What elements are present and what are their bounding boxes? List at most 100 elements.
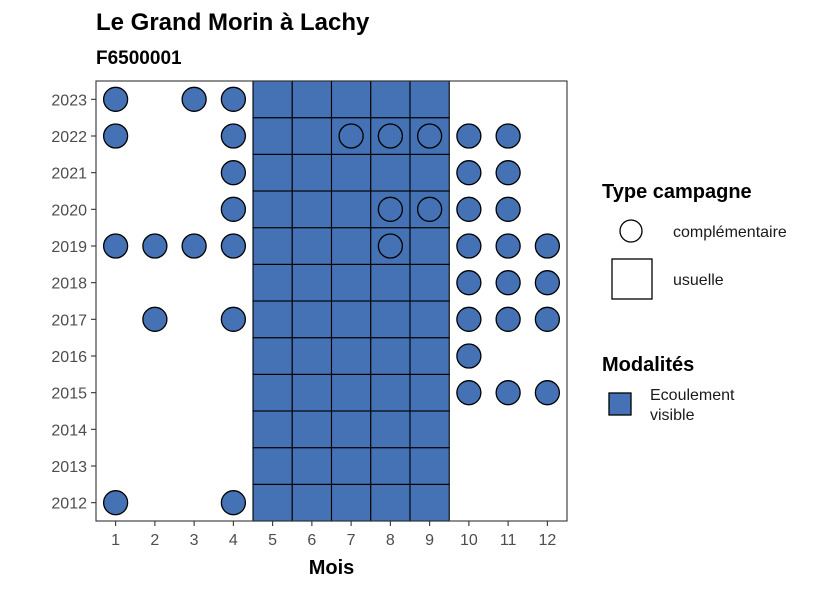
x-tick-label-5: 5 bbox=[268, 532, 277, 549]
legend-modalite-label-line2: visible bbox=[650, 407, 695, 424]
complementaire-point-2022-1 bbox=[102, 123, 129, 149]
usuelle-tile-2013-5 bbox=[252, 447, 293, 485]
usuelle-tile-2021-8 bbox=[370, 153, 411, 192]
complementaire-point-2019-8 bbox=[377, 233, 404, 259]
chart-title: Le Grand Morin à Lachy bbox=[96, 9, 370, 36]
y-tick-label-2015: 2015 bbox=[51, 386, 87, 403]
usuelle-tile-2015-8 bbox=[370, 373, 411, 412]
usuelle-tile-2018-7 bbox=[330, 263, 372, 302]
complementaire-point-2022-8 bbox=[377, 123, 404, 149]
usuelle-tile-2017-9 bbox=[409, 300, 450, 339]
y-tick-label-2017: 2017 bbox=[51, 312, 87, 329]
complementaire-point-2019-12 bbox=[534, 233, 561, 259]
y-tick-label-2021: 2021 bbox=[51, 166, 87, 183]
usuelle-tile-2018-5 bbox=[252, 263, 293, 302]
usuelle-tile-2013-6 bbox=[291, 447, 333, 485]
x-tick-label-4: 4 bbox=[229, 532, 238, 549]
y-tick-label-2012: 2012 bbox=[51, 496, 87, 513]
y-tick-label-2019: 2019 bbox=[51, 239, 87, 256]
complementaire-point-2022-11 bbox=[495, 123, 521, 149]
usuelle-tile-2015-7 bbox=[330, 373, 372, 412]
usuelle-tile-2016-8 bbox=[370, 337, 411, 375]
y-tick-label-2013: 2013 bbox=[51, 459, 87, 476]
usuelle-tile-2023-6 bbox=[291, 80, 333, 119]
x-axis-title: Mois bbox=[309, 557, 355, 579]
usuelle-tile-2018-6 bbox=[291, 263, 333, 302]
usuelle-tile-2013-9 bbox=[409, 447, 450, 485]
usuelle-tile-2016-7 bbox=[330, 337, 372, 375]
usuelle-tile-2023-5 bbox=[252, 80, 293, 119]
complementaire-point-2017-4 bbox=[220, 306, 247, 332]
complementaire-point-2022-10 bbox=[456, 123, 482, 149]
complementaire-point-2019-1 bbox=[102, 233, 129, 259]
usuelle-tile-2017-8 bbox=[370, 300, 411, 339]
complementaire-point-2017-11 bbox=[495, 306, 521, 332]
x-tick-label-1: 1 bbox=[111, 532, 120, 549]
complementaire-points bbox=[102, 86, 561, 516]
usuelle-tile-2012-5 bbox=[252, 483, 293, 522]
complementaire-point-2022-4 bbox=[220, 123, 247, 149]
usuelle-tile-2018-9 bbox=[409, 263, 450, 302]
complementaire-point-2017-12 bbox=[534, 306, 561, 332]
y-tick-label-2023: 2023 bbox=[51, 92, 87, 109]
complementaire-point-2019-10 bbox=[456, 233, 482, 259]
usuelle-tile-2014-7 bbox=[330, 410, 372, 449]
legend-type-campagne: Type campagne complémentaire usuelle bbox=[602, 181, 787, 300]
usuelle-tile-2019-6 bbox=[291, 227, 333, 265]
legend-modalites-title: Modalités bbox=[602, 354, 694, 376]
usuelle-tile-2014-9 bbox=[409, 410, 450, 449]
complementaire-point-2015-11 bbox=[495, 380, 521, 406]
complementaire-point-2015-12 bbox=[534, 380, 561, 406]
complementaire-point-2018-11 bbox=[495, 270, 521, 296]
usuelle-tile-2020-5 bbox=[252, 190, 293, 229]
usuelle-tile-2023-8 bbox=[370, 80, 411, 119]
usuelle-tile-2014-5 bbox=[252, 410, 293, 449]
x-tick-label-7: 7 bbox=[347, 532, 356, 549]
usuelle-tile-2016-6 bbox=[291, 337, 333, 375]
legend-circle-key bbox=[619, 219, 643, 243]
usuelle-tile-2015-6 bbox=[291, 373, 333, 412]
x-tick-label-3: 3 bbox=[190, 532, 199, 549]
usuelle-tile-2015-9 bbox=[409, 373, 450, 412]
usuelle-tile-2014-6 bbox=[291, 410, 333, 449]
complementaire-point-2017-10 bbox=[456, 306, 482, 332]
legend-type-title: Type campagne bbox=[602, 181, 752, 203]
usuelle-tile-2013-8 bbox=[370, 447, 411, 485]
usuelle-tile-2021-9 bbox=[409, 153, 450, 192]
complementaire-point-2015-10 bbox=[456, 380, 482, 406]
complementaire-point-2019-4 bbox=[220, 233, 247, 259]
complementaire-point-2018-10 bbox=[456, 270, 482, 296]
y-tick-label-2022: 2022 bbox=[51, 129, 87, 146]
usuelle-tile-2013-7 bbox=[330, 447, 372, 485]
y-tick-label-2018: 2018 bbox=[51, 276, 87, 293]
usuelle-tile-2018-8 bbox=[370, 263, 411, 302]
complementaire-point-2021-11 bbox=[495, 160, 521, 186]
y-axis: 2012 2013 2014 2015 2016 2017 2018 2019 2020 2021… bbox=[51, 92, 96, 513]
x-tick-label-9: 9 bbox=[425, 532, 434, 549]
usuelle-tile-2017-7 bbox=[330, 300, 372, 339]
complementaire-point-2020-11 bbox=[495, 196, 521, 222]
complementaire-point-2021-10 bbox=[456, 160, 482, 186]
legend-modalites: Modalités Ecoulement visible bbox=[602, 354, 735, 424]
chart-subtitle: F6500001 bbox=[96, 48, 182, 69]
x-tick-label-2: 2 bbox=[150, 532, 159, 549]
complementaire-point-2023-3 bbox=[181, 86, 207, 112]
usuelle-tile-2017-5 bbox=[252, 300, 293, 339]
x-axis: 1 2 3 4 5 6 7 8 9 10 11 12 bbox=[111, 521, 556, 549]
usuelle-tile-2020-6 bbox=[291, 190, 333, 229]
complementaire-point-2020-10 bbox=[456, 196, 482, 222]
usuelle-tile-2016-9 bbox=[409, 337, 450, 375]
usuelle-tile-2012-7 bbox=[330, 483, 372, 522]
y-tick-label-2014: 2014 bbox=[51, 422, 87, 439]
x-tick-label-12: 12 bbox=[538, 532, 556, 549]
legend-modalite-key bbox=[608, 392, 632, 416]
usuelle-tile-2021-5 bbox=[252, 153, 293, 192]
complementaire-point-2021-4 bbox=[220, 160, 247, 186]
complementaire-point-2022-9 bbox=[416, 123, 443, 149]
legend-circle-label: complémentaire bbox=[673, 224, 787, 241]
complementaire-point-2020-4 bbox=[220, 196, 247, 222]
usuelle-tile-2017-6 bbox=[291, 300, 333, 339]
complementaire-point-2019-3 bbox=[181, 233, 207, 259]
complementaire-point-2023-1 bbox=[102, 86, 129, 112]
